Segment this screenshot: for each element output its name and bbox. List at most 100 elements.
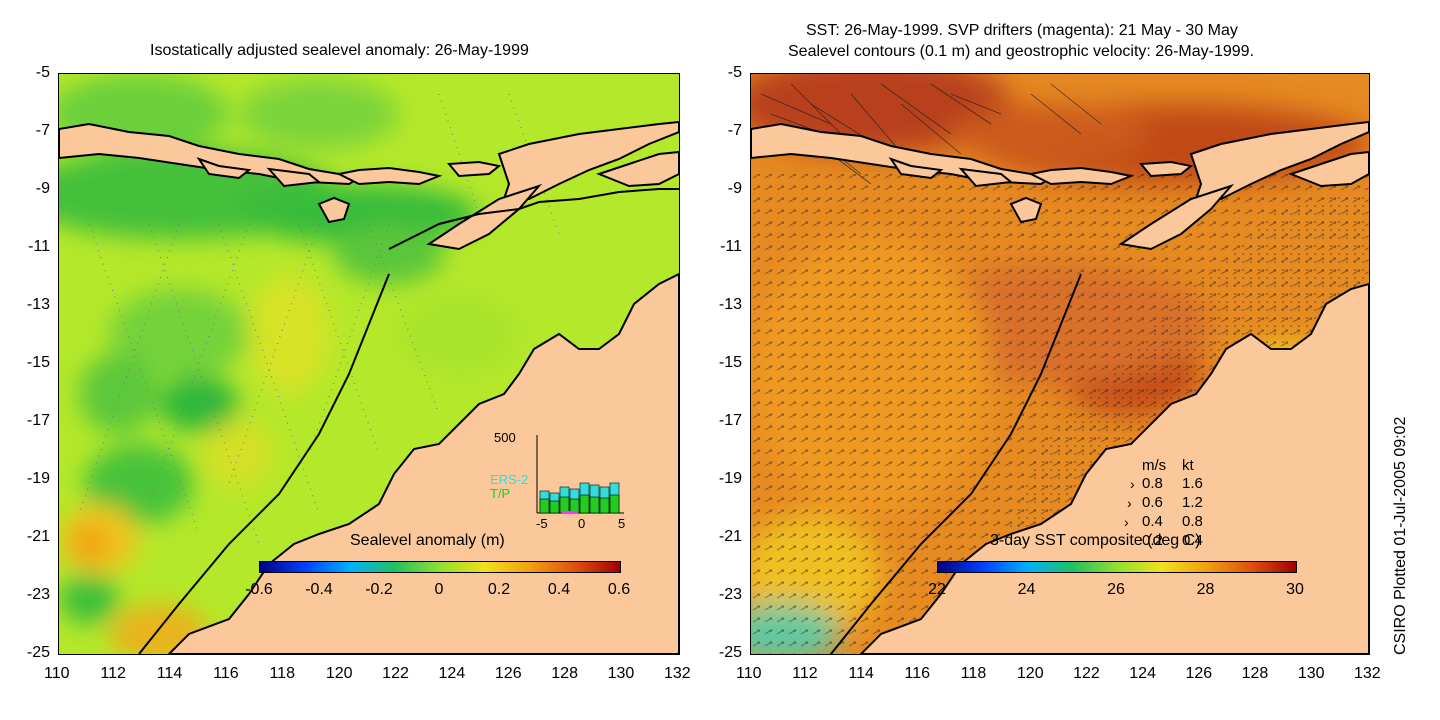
x-tick-label: 122 (382, 665, 409, 682)
x-tick-label: 126 (494, 665, 522, 682)
y-tick-label: -15 (26, 354, 50, 371)
x-tick-label: 112 (792, 665, 818, 682)
colorbar-tick-label: -0.2 (365, 581, 393, 598)
speed-key-header-ms: m/s (1142, 457, 1167, 474)
shelf-edge-contour (138, 273, 390, 654)
x-tick-label: 128 (1241, 665, 1269, 682)
inset-x-tick-right: 5 (618, 516, 626, 531)
y-tick-label: -13 (26, 296, 50, 313)
left-map-title: Isostatically adjusted sealevel anomaly:… (150, 42, 529, 59)
speed-key-kt-value: 1.6 (1182, 475, 1203, 492)
colorbar-tick-label: -0.6 (245, 581, 273, 598)
x-tick-label: 132 (664, 665, 691, 682)
inset-legend-ers2: ERS-2 (490, 472, 529, 487)
x-tick-label: 124 (1129, 665, 1156, 682)
inset-x-tick-mid: 0 (578, 516, 586, 531)
x-tick-label: 112 (100, 665, 126, 682)
sst-shelf-contour (830, 273, 1082, 654)
y-tick-label: -11 (720, 238, 742, 255)
speed-key-ms-value: 0.6 (1142, 494, 1163, 511)
speed-key-header-kt: kt (1182, 457, 1194, 474)
altimeter-inset: 500 ERS-2 T/P -5 0 5 (470, 425, 640, 535)
x-tick-label: 128 (551, 665, 578, 682)
x-tick-label: 114 (848, 665, 874, 682)
colorbar-tick-label: 0.2 (487, 581, 511, 598)
inset-bar-tp (589, 496, 600, 514)
sealevel-anomaly-map (58, 73, 680, 655)
y-tick-label: -25 (26, 644, 50, 661)
x-tick-label: 130 (1297, 665, 1325, 682)
shelf-contour (388, 188, 679, 250)
inset-bar-tp (559, 496, 570, 514)
x-tick-label: 120 (325, 665, 353, 682)
right-colorbar-label: 3-day SST composite (deg C) (990, 532, 1201, 549)
x-tick-label: 122 (1073, 665, 1100, 682)
x-tick-label: 114 (156, 665, 183, 682)
speed-key-ms-value: 0.2 (1142, 532, 1163, 549)
y-tick-label: -25 (718, 644, 742, 661)
inset-legend-tp: T/P (490, 486, 511, 501)
inset-bar-tp (569, 498, 580, 514)
speed-key-ms-value: 0.8 (1142, 475, 1163, 492)
inset-bar-tp (579, 494, 590, 514)
right-map-title-line1: SST: 26-May-1999. SVP drifters (magenta)… (806, 22, 1238, 39)
x-tick-label: 120 (1016, 665, 1044, 682)
inset-bar-tp (539, 498, 550, 514)
sst-colorbar (937, 561, 1297, 573)
y-tick-label: -23 (26, 586, 50, 603)
colorbar-tick-label: 26 (1107, 581, 1125, 598)
y-tick-label: -19 (26, 470, 50, 487)
speed-key-arrow-icon: › (1121, 533, 1126, 549)
y-tick-label: -15 (718, 354, 742, 371)
colorbar-tick-label: 0 (434, 581, 444, 598)
x-tick-label: 130 (607, 665, 635, 682)
y-tick-label: -5 (727, 64, 742, 81)
satellite-tracks (78, 93, 560, 545)
inset-histogram (536, 435, 624, 514)
inset-x-tick-left: -5 (536, 516, 548, 531)
speed-key-ms-value: 0.4 (1142, 513, 1163, 530)
sealevel-colorbar (259, 561, 621, 573)
inset-bar-tp (609, 494, 620, 514)
x-tick-label: 110 (736, 665, 762, 682)
x-tick-label: 116 (904, 665, 931, 682)
y-tick-label: -21 (718, 528, 742, 545)
y-tick-label: -5 (35, 64, 50, 81)
land-mass (59, 120, 679, 654)
speed-key-kt-value: 0.8 (1182, 513, 1203, 530)
speed-key-arrow-icon: › (1130, 476, 1135, 492)
colorbar-tick-label: 24 (1017, 581, 1036, 598)
x-tick-label: 132 (1354, 665, 1381, 682)
colorbar-tick-label: 28 (1196, 581, 1215, 598)
inset-bar-tp (599, 497, 610, 514)
speed-key-arrow-icon: › (1124, 514, 1129, 530)
right-map-title-line2: Sealevel contours (0.1 m) and geostrophi… (788, 43, 1255, 60)
x-tick-label: 116 (213, 665, 239, 682)
y-tick-label: -7 (35, 122, 50, 139)
velocity-speed-key: m/s kt › 0.8 1.6 › 0.6 1.2 › 0.4 0.8 › 0.2 0.4 (1120, 455, 1250, 549)
x-tick-label: 124 (438, 665, 466, 682)
y-tick-label: -11 (28, 238, 50, 255)
colorbar-tick-label: 30 (1286, 581, 1304, 598)
colorbar-tick-label: 0.4 (547, 581, 571, 598)
x-tick-label: 126 (1185, 665, 1213, 682)
colorbar-tick-label: 0.6 (607, 581, 631, 598)
colorbar-tick-label: 22 (928, 581, 946, 598)
colorbar-tick-label: -0.4 (305, 581, 333, 598)
x-tick-label: 118 (269, 665, 295, 682)
y-tick-label: -9 (727, 180, 742, 197)
y-tick-label: -13 (718, 296, 742, 313)
y-tick-label: -7 (727, 122, 742, 139)
speed-key-arrow-icon: › (1127, 495, 1132, 511)
speed-key-kt-value: 1.2 (1182, 494, 1203, 511)
inset-bar-tp (549, 500, 560, 514)
inset-y-tick: 500 (494, 430, 516, 445)
y-tick-label: -23 (718, 586, 742, 603)
anomaly-field (59, 74, 519, 654)
x-tick-label: 110 (44, 665, 70, 682)
y-tick-label: -17 (718, 412, 742, 429)
y-tick-label: -9 (35, 180, 50, 197)
y-tick-label: -19 (718, 470, 742, 487)
x-tick-label: 118 (960, 665, 987, 682)
y-tick-label: -17 (26, 412, 50, 429)
